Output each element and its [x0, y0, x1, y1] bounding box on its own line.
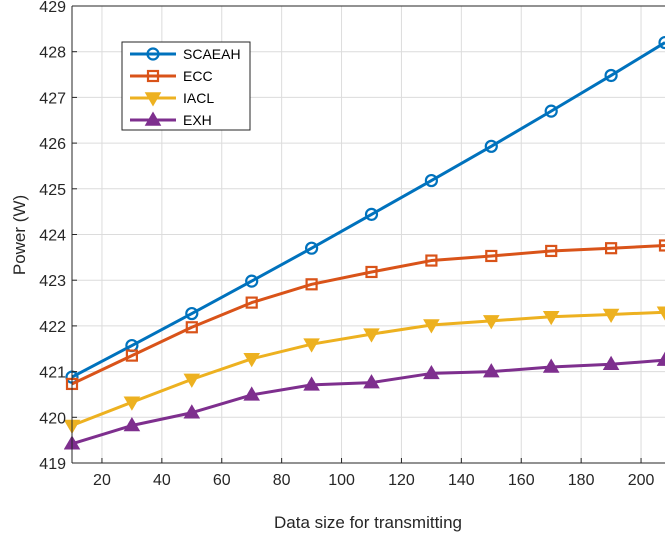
data-point-ecc [125, 349, 138, 362]
data-point-iacl [123, 396, 141, 411]
data-point-iacl [363, 328, 380, 343]
y-tick-label: 419 [39, 456, 66, 473]
legend-marker-scaeah [146, 47, 160, 61]
data-point-ecc [545, 244, 558, 258]
data-point-iacl [243, 353, 261, 368]
data-point-scaeah [544, 104, 558, 118]
series-line-scaeah [71, 41, 665, 379]
y-tick-label: 428 [39, 45, 66, 62]
y-tick-label: 429 [39, 0, 66, 16]
data-point-scaeah [185, 306, 199, 321]
y-tick-label: 423 [39, 273, 66, 290]
y-tick-label: 425 [39, 182, 66, 199]
x-tick-label: 200 [628, 472, 655, 489]
data-point-iacl [656, 306, 665, 321]
data-point-ecc [305, 278, 318, 291]
series-line-ecc [71, 243, 665, 386]
y-axis-label: Power (W) [10, 195, 29, 275]
x-tick-label: 140 [448, 472, 475, 489]
data-point-scaeah [304, 241, 319, 255]
legend-marker-iacl [144, 92, 162, 107]
data-point-exh [423, 364, 440, 380]
axis-ticks: 20 40 60 80 100 120 140 160 180 200 419 420 421 422 42… [39, 0, 654, 489]
data-point-ecc [604, 242, 618, 255]
data-point-iacl [482, 315, 500, 330]
y-tick-label: 424 [39, 228, 66, 245]
legend-box [121, 41, 251, 131]
data-point-scaeah [658, 35, 665, 50]
data-point-ecc [365, 265, 378, 279]
data-point-iacl [183, 373, 201, 388]
x-tick-label: 100 [328, 472, 355, 489]
data-point-ecc [485, 249, 498, 263]
data-point-exh [482, 363, 500, 378]
x-tick-label: 80 [273, 472, 291, 489]
data-point-ecc [245, 296, 258, 309]
y-tick-label: 426 [39, 136, 66, 153]
x-tick-label: 20 [93, 472, 111, 489]
data-point-exh [123, 417, 141, 432]
legend-marker-exh [144, 111, 162, 126]
y-tick-label: 422 [39, 319, 66, 336]
data-point-ecc [185, 321, 198, 334]
data-point-exh [303, 376, 320, 391]
data-point-iacl [423, 319, 440, 334]
x-tick-label: 160 [508, 472, 535, 489]
x-tick-label: 60 [213, 472, 231, 489]
data-point-exh [183, 404, 201, 419]
y-tick-label: 421 [39, 365, 66, 382]
data-point-exh [243, 386, 261, 401]
data-point-exh [542, 358, 560, 373]
data-point-iacl [303, 338, 320, 353]
legend: SCAEAH ECC IACL EXH [121, 41, 251, 131]
data-point-scaeah [364, 207, 379, 221]
data-point-exh [363, 374, 380, 389]
data-point-ecc [658, 239, 665, 252]
data-point-scaeah [424, 173, 438, 188]
y-tick-label: 420 [39, 410, 66, 427]
legend-label-exh: EXH [183, 112, 212, 128]
y-tick-label: 427 [39, 90, 66, 107]
data-point-iacl [542, 311, 560, 326]
data-point-scaeah [245, 274, 259, 288]
data-point-scaeah [484, 139, 498, 153]
x-tick-label: 180 [568, 472, 595, 489]
x-tick-label: 120 [388, 472, 415, 489]
data-point-exh [602, 355, 620, 371]
data-point-scaeah [604, 68, 618, 83]
legend-label-scaeah: SCAEAH [183, 46, 241, 62]
data-point-iacl [602, 308, 620, 323]
data-point-ecc [425, 254, 438, 267]
x-axis-label: Data size for transmitting [274, 513, 462, 532]
legend-marker-ecc [146, 69, 160, 83]
legend-label-ecc: ECC [183, 68, 213, 84]
data-point-exh [656, 351, 665, 366]
legend-label-iacl: IACL [183, 90, 214, 106]
series-group [64, 35, 665, 450]
x-tick-label: 40 [153, 472, 171, 489]
